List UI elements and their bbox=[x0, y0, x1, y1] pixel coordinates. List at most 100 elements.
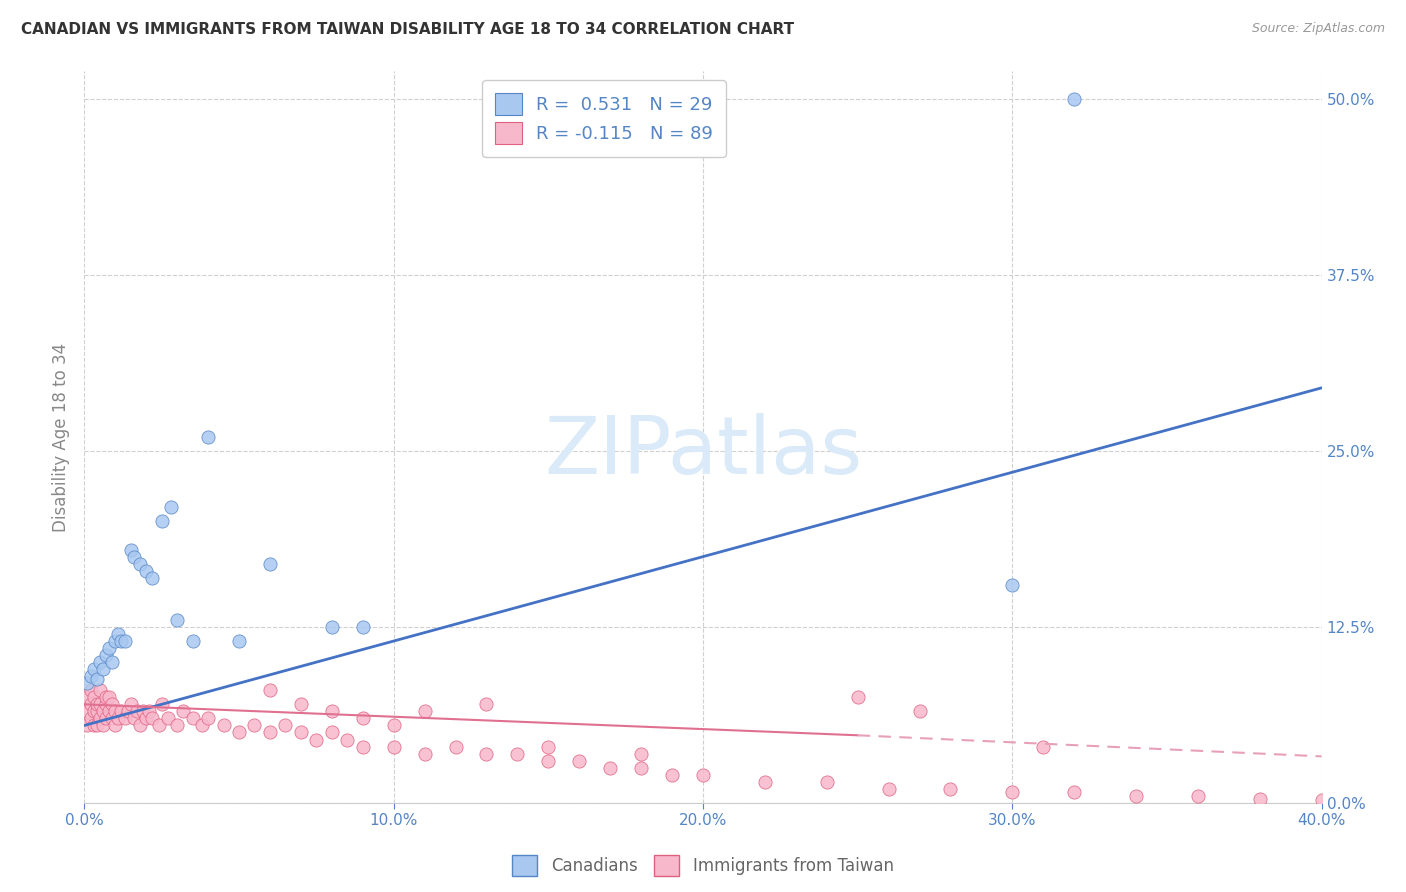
Point bbox=[444, 739, 467, 754]
Point bbox=[336, 732, 359, 747]
Point bbox=[1063, 784, 1085, 798]
Point bbox=[104, 705, 127, 719]
Point bbox=[129, 718, 152, 732]
Point bbox=[94, 711, 117, 725]
Point bbox=[160, 500, 183, 515]
Point bbox=[939, 781, 962, 796]
Point bbox=[98, 705, 121, 719]
Point bbox=[630, 747, 652, 761]
Point bbox=[114, 711, 136, 725]
Point bbox=[138, 705, 160, 719]
Point bbox=[89, 655, 111, 669]
Point bbox=[76, 718, 98, 732]
Point bbox=[91, 662, 114, 676]
Point bbox=[754, 774, 776, 789]
Point bbox=[110, 705, 132, 719]
Point bbox=[290, 698, 312, 712]
Point bbox=[91, 718, 114, 732]
Point bbox=[1032, 739, 1054, 754]
Point bbox=[181, 711, 204, 725]
Point bbox=[243, 718, 266, 732]
Point bbox=[114, 634, 136, 648]
Point bbox=[150, 515, 173, 529]
Point bbox=[352, 620, 374, 634]
Point bbox=[274, 718, 297, 732]
Point bbox=[908, 705, 931, 719]
Point bbox=[305, 732, 328, 747]
Point bbox=[413, 747, 436, 761]
Point bbox=[166, 718, 188, 732]
Text: Source: ZipAtlas.com: Source: ZipAtlas.com bbox=[1251, 22, 1385, 36]
Point bbox=[382, 739, 405, 754]
Point bbox=[86, 718, 108, 732]
Point bbox=[321, 620, 343, 634]
Point bbox=[191, 718, 214, 732]
Point bbox=[692, 767, 714, 781]
Point bbox=[197, 430, 219, 444]
Point bbox=[846, 690, 869, 705]
Point bbox=[89, 683, 111, 698]
Point bbox=[91, 705, 114, 719]
Point bbox=[1249, 791, 1271, 805]
Point bbox=[475, 698, 498, 712]
Point bbox=[79, 669, 101, 683]
Point bbox=[290, 725, 312, 739]
Point bbox=[1310, 793, 1333, 807]
Point bbox=[107, 627, 129, 641]
Point bbox=[321, 725, 343, 739]
Point bbox=[83, 662, 105, 676]
Point bbox=[86, 705, 108, 719]
Point bbox=[107, 711, 129, 725]
Point bbox=[815, 774, 838, 789]
Point bbox=[101, 655, 124, 669]
Point bbox=[83, 718, 105, 732]
Point bbox=[104, 634, 127, 648]
Point bbox=[148, 718, 170, 732]
Point bbox=[228, 725, 250, 739]
Point bbox=[98, 641, 121, 656]
Point bbox=[86, 672, 108, 686]
Point bbox=[1001, 578, 1024, 592]
Point bbox=[94, 690, 117, 705]
Point bbox=[135, 711, 157, 725]
Point bbox=[506, 747, 529, 761]
Point bbox=[259, 725, 281, 739]
Point bbox=[76, 676, 98, 690]
Point bbox=[228, 634, 250, 648]
Point bbox=[181, 634, 204, 648]
Point bbox=[382, 718, 405, 732]
Point bbox=[89, 711, 111, 725]
Point bbox=[352, 711, 374, 725]
Point bbox=[259, 683, 281, 698]
Point bbox=[877, 781, 900, 796]
Point bbox=[76, 690, 98, 705]
Point bbox=[110, 634, 132, 648]
Point bbox=[156, 711, 179, 725]
Point bbox=[537, 754, 560, 768]
Point bbox=[321, 705, 343, 719]
Point bbox=[94, 648, 117, 662]
Point bbox=[661, 767, 683, 781]
Point bbox=[1001, 784, 1024, 798]
Point bbox=[141, 571, 163, 585]
Point bbox=[129, 557, 152, 571]
Point bbox=[475, 747, 498, 761]
Point bbox=[259, 557, 281, 571]
Point bbox=[76, 705, 98, 719]
Y-axis label: Disability Age 18 to 34: Disability Age 18 to 34 bbox=[52, 343, 70, 532]
Point bbox=[132, 705, 155, 719]
Point bbox=[120, 542, 142, 557]
Point bbox=[166, 613, 188, 627]
Point bbox=[122, 549, 145, 564]
Point bbox=[101, 711, 124, 725]
Point bbox=[1187, 789, 1209, 803]
Point bbox=[79, 683, 101, 698]
Point bbox=[104, 718, 127, 732]
Point bbox=[79, 698, 101, 712]
Text: ZIPatlas: ZIPatlas bbox=[544, 413, 862, 491]
Point bbox=[172, 705, 194, 719]
Point bbox=[101, 698, 124, 712]
Point bbox=[122, 711, 145, 725]
Point bbox=[1063, 93, 1085, 107]
Point bbox=[568, 754, 591, 768]
